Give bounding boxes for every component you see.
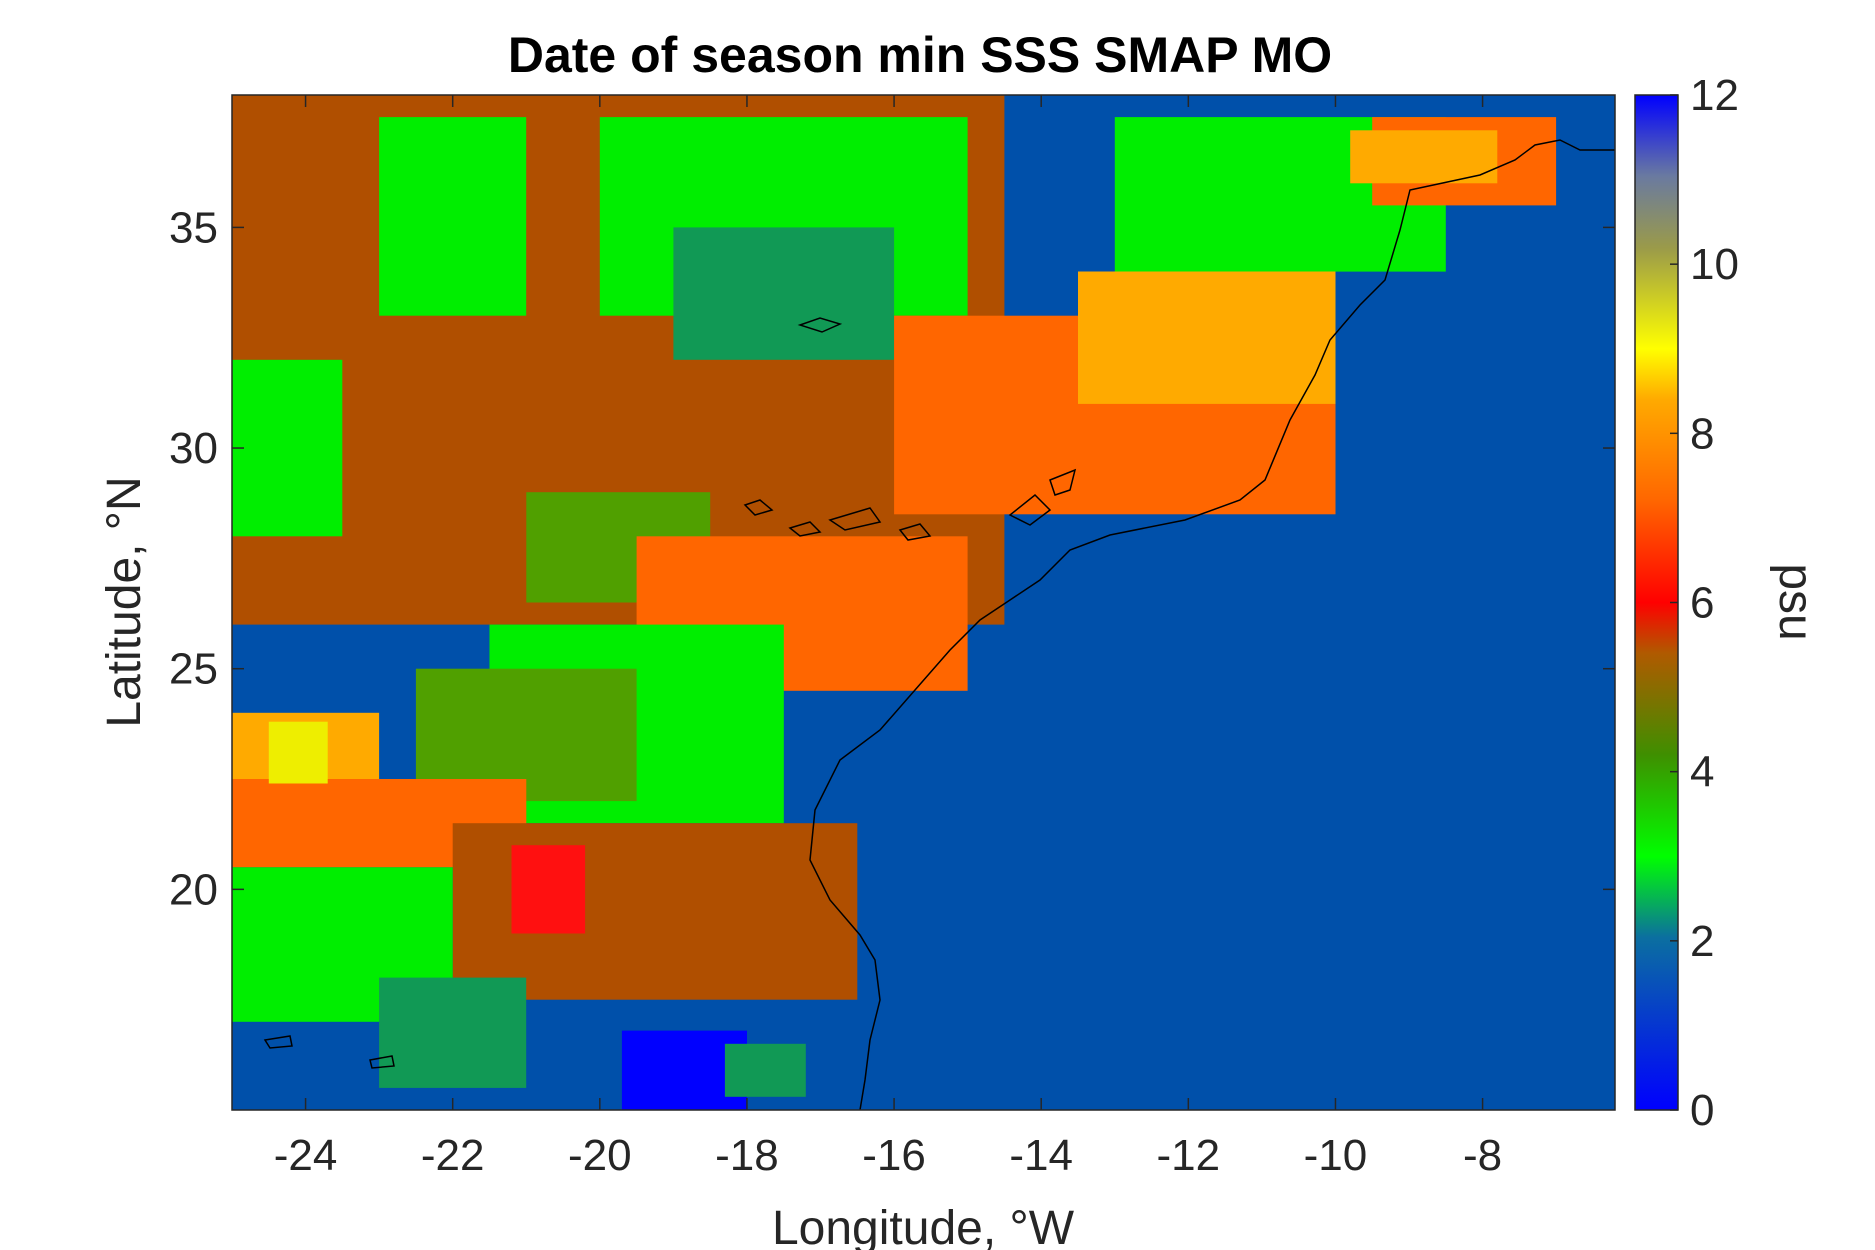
island <box>369 1055 395 1069</box>
heatmap-region-1 <box>379 117 527 316</box>
y-tick-label: 25 <box>169 645 218 694</box>
x-tick-label: -20 <box>568 1131 632 1180</box>
x-tick-label: -22 <box>421 1131 485 1180</box>
island <box>828 507 882 531</box>
heatmap-region-8 <box>1078 271 1336 404</box>
island <box>743 499 774 516</box>
x-tick-label: -18 <box>715 1131 779 1180</box>
heatmap-region-3 <box>673 227 895 360</box>
x-tick-label: -16 <box>862 1131 926 1180</box>
heatmap-region-16 <box>511 845 586 934</box>
x-tick-label: -24 <box>274 1131 338 1180</box>
colorbar-tick-label: 10 <box>1690 240 1739 289</box>
colorbar: 0 2 4 6 8 10 12 psu <box>1634 71 1822 1135</box>
colorbar-tick-label: 12 <box>1690 71 1739 120</box>
x-tick-label: -12 <box>1157 1131 1221 1180</box>
chart-title: Date of season min SSS SMAP MO <box>508 27 1332 83</box>
island <box>788 521 822 537</box>
island <box>1049 468 1077 496</box>
x-tick-label: -8 <box>1463 1131 1502 1180</box>
x-axis: -24 -22 -20 -18 -16 -14 -12 -10 -8 <box>274 95 1502 1180</box>
colorbar-ticks: 0 2 4 6 8 10 12 <box>1670 71 1739 1135</box>
heatmap-cells <box>232 95 1557 1110</box>
colorbar-tick-label: 0 <box>1690 1086 1714 1135</box>
x-tick-label: -10 <box>1304 1131 1368 1180</box>
y-tick-label: 35 <box>169 203 218 252</box>
island <box>898 523 932 541</box>
heatmap-region-5 <box>232 359 343 537</box>
colorbar-tick-label: 4 <box>1690 748 1714 797</box>
heatmap-region-20 <box>268 721 328 784</box>
plot-area <box>232 95 1615 1110</box>
x-tick-label: -14 <box>1009 1131 1073 1180</box>
colorbar-tick-label: 8 <box>1690 409 1714 458</box>
coastline <box>809 139 1615 1110</box>
y-axis-label: Latitude, °N <box>98 476 151 727</box>
colorbar-tick-label: 2 <box>1690 917 1714 966</box>
heatmap-region-10 <box>1350 130 1498 184</box>
y-tick-label: 20 <box>169 865 218 914</box>
y-axis: 20 25 30 35 <box>169 203 1615 914</box>
axes-box <box>231 94 1616 1111</box>
island <box>1008 493 1052 526</box>
island <box>797 317 843 333</box>
colorbar-tick-label: 6 <box>1690 579 1714 628</box>
x-axis-label: Longitude, °W <box>772 1202 1075 1250</box>
island <box>263 1035 293 1049</box>
colorbar-label: psu <box>1769 563 1822 640</box>
heatmap-region-22 <box>724 1043 806 1097</box>
heatmap-region-18 <box>379 977 527 1088</box>
y-tick-label: 30 <box>169 424 218 473</box>
